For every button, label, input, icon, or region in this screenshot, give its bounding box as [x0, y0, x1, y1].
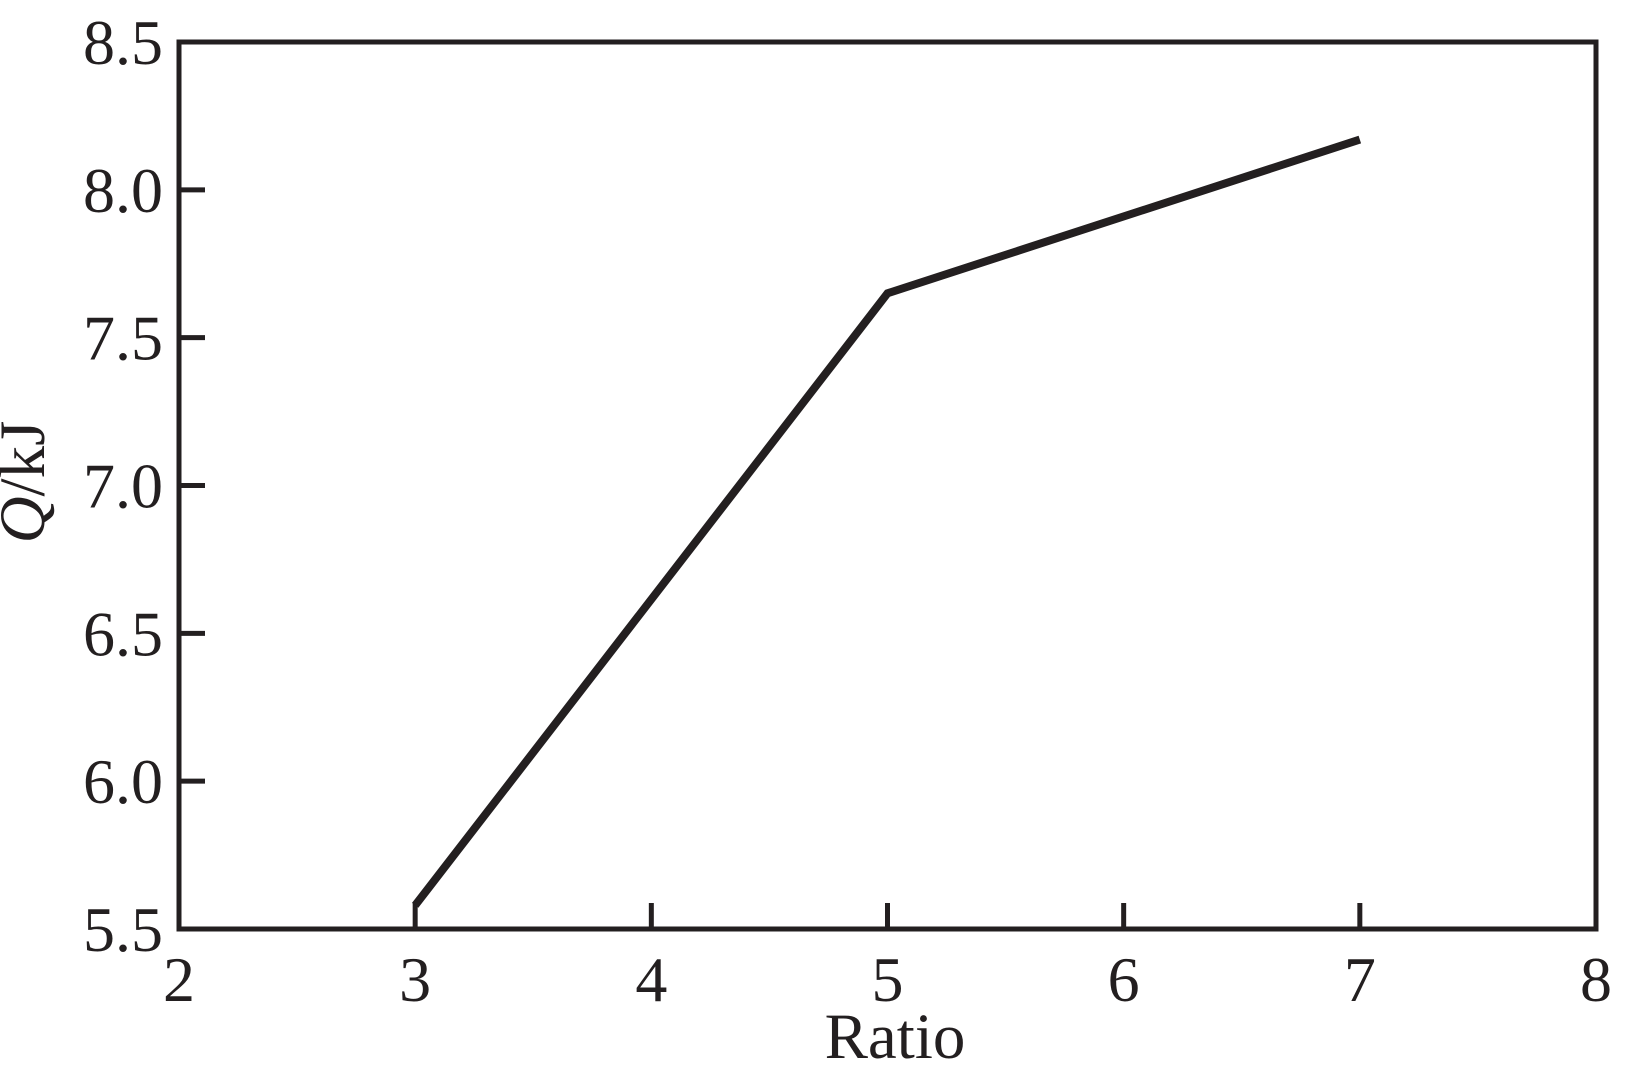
y-tick-labels-group: 5.5 6.0 6.5 7.0 7.5 8.0 8.5: [83, 7, 163, 965]
x-tick-labels-group: 2 3 4 5 6 7 8: [163, 944, 1612, 1015]
y-tick-label: 7.0: [83, 451, 163, 522]
y-axis-title-symbol: Q: [0, 496, 59, 543]
x-axis-title: Ratio: [825, 1001, 966, 1073]
x-tick-label: 6: [1108, 944, 1140, 1015]
y-tick-label: 7.5: [83, 303, 163, 374]
y-tick-label: 5.5: [83, 894, 163, 965]
x-tick-label: 4: [635, 944, 667, 1015]
x-tick-label: 5: [872, 944, 904, 1015]
y-tick-label: 8.0: [83, 155, 163, 226]
plot-frame: [176, 39, 1599, 932]
y-tick-label: 6.0: [83, 746, 163, 817]
plot-frame-group: [176, 39, 1599, 932]
data-series-group: [412, 135, 1362, 908]
y-tick-label: 6.5: [83, 598, 163, 669]
data-line: [412, 135, 1362, 908]
x-tick-label: 3: [399, 944, 431, 1015]
y-axis-title: Q/kJ: [0, 421, 59, 544]
y-tick-label: 8.5: [83, 7, 163, 78]
x-tick-label: 7: [1344, 944, 1376, 1015]
x-tick-label: 8: [1580, 944, 1612, 1015]
x-ticks-group: [176, 903, 1599, 929]
x-tick-label: 2: [163, 944, 195, 1015]
y-axis-title-unit: /kJ: [0, 421, 59, 497]
y-ticks-group: [179, 39, 205, 932]
